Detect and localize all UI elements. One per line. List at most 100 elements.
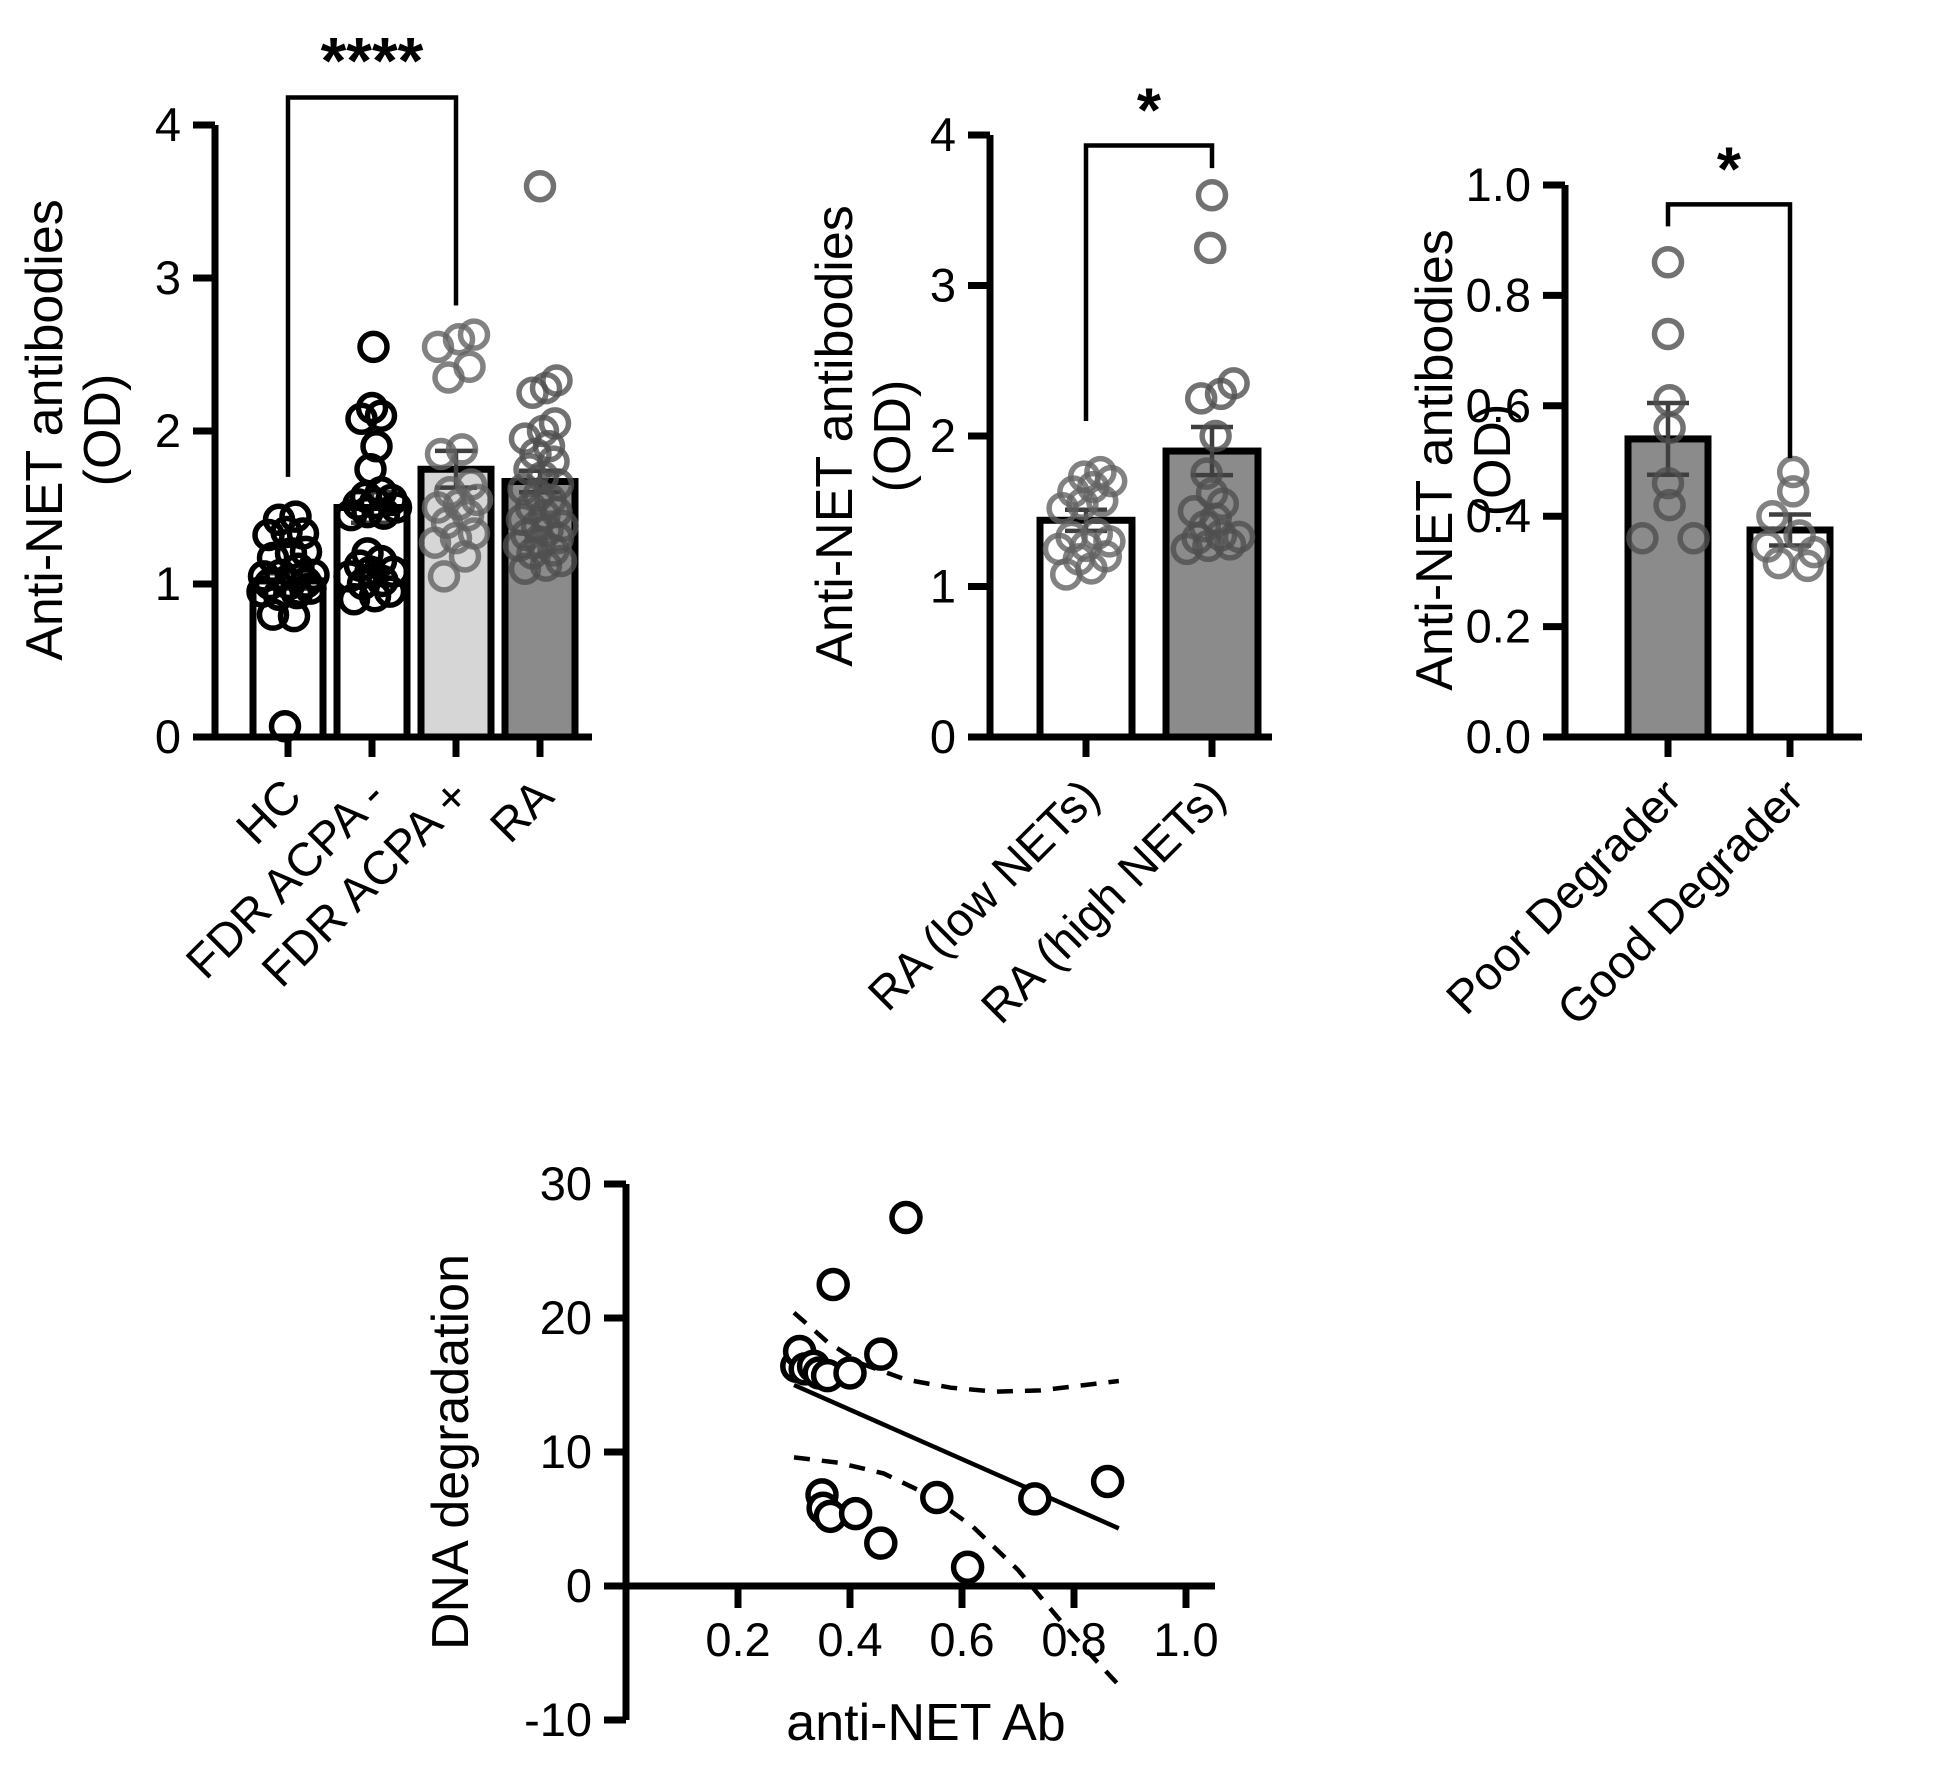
data-point [289, 535, 323, 569]
data-point [1067, 460, 1101, 493]
y-tick-label: 4 [155, 98, 181, 151]
panel-dna-degradation-vs-anti-net-ab: -10 0 10 20 30 0.2 0.4 0.6 0.8 1.0 anti-NET Ab DNA … [422, 1157, 1219, 1752]
points-good-degrader [1751, 455, 1831, 583]
data-point [454, 468, 488, 501]
bar-poor-degrader [1624, 435, 1712, 741]
data-point [838, 1496, 873, 1531]
x-axis-title: anti-NET Ab [786, 1694, 1065, 1752]
data-point [816, 1267, 850, 1302]
data-point [1776, 475, 1810, 508]
y-tick-label: 0.6 [1466, 379, 1531, 432]
y-axis-title: DNA degradation [422, 1254, 480, 1650]
significance-label: * [1717, 135, 1742, 204]
scatter-points [780, 1200, 1125, 1584]
y-tick-label: 20 [540, 1291, 592, 1344]
y-tick-label: 1 [930, 560, 956, 613]
y-tick-label: 0.2 [1466, 600, 1531, 653]
data-point [1626, 522, 1659, 555]
data-point [920, 1480, 954, 1515]
data-point [247, 560, 281, 593]
data-point [950, 1550, 985, 1584]
data-point [421, 330, 455, 364]
y-tick-label: 10 [540, 1425, 592, 1478]
data-point [889, 1200, 923, 1235]
data-point [1193, 231, 1227, 265]
data-point [1776, 455, 1810, 489]
data-point [457, 517, 491, 550]
y-tick-label: 0 [155, 710, 181, 763]
data-point [1195, 178, 1229, 212]
y-tick-label: -10 [524, 1693, 592, 1746]
data-point [279, 500, 312, 533]
data-point [1222, 520, 1256, 554]
y-axis-title: Anti-NET antibodies [16, 199, 74, 661]
data-point [457, 318, 491, 351]
y-tick-label: 3 [930, 259, 956, 312]
points-fdr-acpa [418, 318, 494, 593]
data-point [1756, 499, 1789, 533]
points-ra [502, 169, 579, 585]
category-label-ra: RA [479, 768, 563, 852]
points-ra-high-nets [1170, 178, 1256, 566]
x-tick-label: 0.8 [1041, 1613, 1106, 1666]
points-poor-degrader [1626, 246, 1710, 555]
x-tick-label: 0.4 [817, 1613, 882, 1666]
data-point [445, 433, 479, 466]
data-point [1217, 367, 1250, 400]
y-tick-label: 0.0 [1466, 710, 1531, 763]
y-tick-label: 1.0 [1466, 158, 1531, 211]
data-point [1184, 382, 1218, 415]
y-axis-title: (OD) [74, 374, 132, 487]
data-point [1651, 466, 1685, 500]
data-point [864, 1526, 898, 1560]
y-tick-label: 0 [930, 710, 956, 763]
data-point [357, 330, 390, 364]
ci-upper-line [792, 1310, 1120, 1394]
data-point [1195, 476, 1229, 510]
data-point [864, 1337, 898, 1371]
data-point [1651, 246, 1685, 279]
ci-lower-line [793, 1455, 1121, 1687]
y-tick-label: 3 [155, 251, 181, 304]
data-point [277, 599, 311, 633]
significance-bracket [1083, 143, 1215, 421]
y-tick-label: 4 [930, 108, 956, 161]
y-axis-title: Anti-NET antibodies [806, 205, 864, 667]
data-point [427, 560, 461, 593]
data-point [1653, 488, 1686, 522]
data-point [523, 169, 557, 203]
data-point [1080, 517, 1114, 551]
significance-bracket [1665, 202, 1793, 459]
y-tick-label: 1 [155, 557, 181, 610]
data-point [355, 391, 389, 425]
data-point [442, 322, 476, 356]
data-point [1199, 419, 1232, 453]
data-point [1084, 455, 1117, 489]
x-tick-label: 0.6 [929, 1613, 994, 1666]
data-point [833, 1356, 867, 1390]
points-ra-low-nets [1042, 455, 1128, 591]
data-point [1791, 549, 1824, 583]
data-point [540, 364, 573, 397]
data-point [1018, 1482, 1052, 1516]
data-point [1204, 519, 1238, 552]
data-point [1677, 522, 1710, 555]
points-hc [246, 500, 330, 743]
data-point [424, 437, 458, 471]
y-tick-label: 0.8 [1466, 268, 1531, 321]
y-tick-label: 2 [155, 404, 181, 457]
data-point [453, 350, 486, 383]
y-axis-title: Anti-NET antibodies [1406, 229, 1464, 691]
data-point [256, 541, 290, 575]
y-axis-title: (OD) [864, 380, 922, 493]
y-tick-label: 0 [566, 1559, 592, 1612]
data-point [262, 503, 296, 536]
data-point [538, 407, 572, 440]
significance-label: **** [321, 23, 424, 97]
data-point [286, 517, 320, 550]
y-tick-label: 30 [540, 1157, 592, 1210]
